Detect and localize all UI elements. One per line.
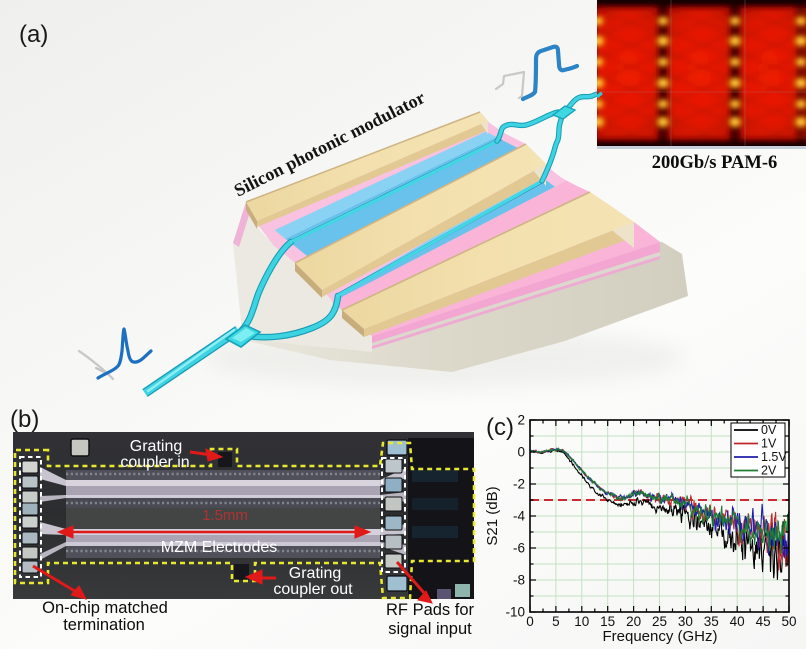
svg-text:2V: 2V xyxy=(761,464,777,478)
svg-text:45: 45 xyxy=(756,614,771,629)
svg-text:coupler in: coupler in xyxy=(120,454,189,471)
svg-text:50: 50 xyxy=(781,614,796,629)
svg-text:25: 25 xyxy=(652,614,667,629)
svg-text:Grating: Grating xyxy=(289,565,341,582)
svg-text:15: 15 xyxy=(600,614,615,629)
svg-text:-4: -4 xyxy=(513,509,525,524)
svg-text:2: 2 xyxy=(517,413,525,428)
svg-text:coupler out: coupler out xyxy=(273,581,353,598)
svg-text:1V: 1V xyxy=(761,437,777,451)
svg-text:1.5V: 1.5V xyxy=(761,450,787,464)
svg-text:40: 40 xyxy=(730,614,745,629)
svg-text:-6: -6 xyxy=(513,541,525,556)
svg-text:Grating: Grating xyxy=(130,438,182,455)
svg-text:signal input: signal input xyxy=(388,620,472,638)
svg-text:1.5mm: 1.5mm xyxy=(202,507,248,524)
svg-text:MZM Electrodes: MZM Electrodes xyxy=(161,539,277,556)
svg-text:Frequency (GHz): Frequency (GHz) xyxy=(602,628,717,645)
svg-text:10: 10 xyxy=(574,614,589,629)
svg-text:0: 0 xyxy=(517,445,525,460)
svg-text:-2: -2 xyxy=(513,477,525,492)
svg-text:S21 (dB): S21 (dB) xyxy=(484,486,501,545)
svg-text:0V: 0V xyxy=(761,423,777,437)
svg-text:RF Pads for: RF Pads for xyxy=(386,601,475,619)
svg-text:35: 35 xyxy=(704,614,719,629)
svg-text:0: 0 xyxy=(526,614,534,629)
svg-text:5: 5 xyxy=(552,614,560,629)
svg-text:-10: -10 xyxy=(505,605,525,620)
svg-text:termination: termination xyxy=(63,616,145,634)
svg-text:30: 30 xyxy=(678,614,693,629)
svg-text:On-chip matched: On-chip matched xyxy=(42,599,168,617)
svg-text:-8: -8 xyxy=(513,573,525,588)
svg-text:20: 20 xyxy=(626,614,641,629)
